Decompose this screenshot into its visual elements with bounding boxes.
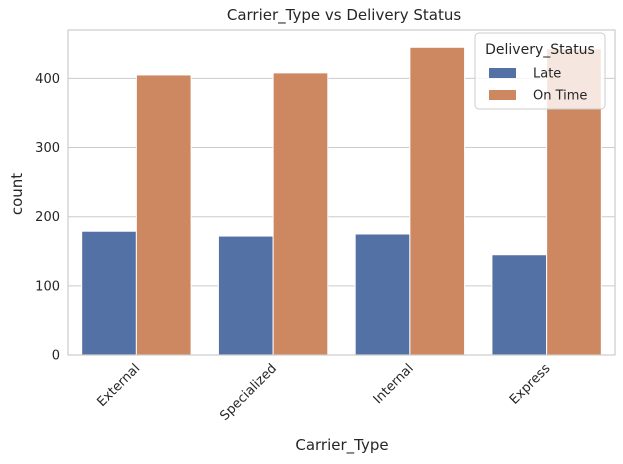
bars [81, 46, 602, 356]
y-axis-label: count [8, 173, 26, 215]
bar-late [491, 254, 548, 356]
bar-late [217, 235, 274, 356]
legend: Delivery_Status Late On Time [474, 32, 606, 110]
bar-on-time [409, 46, 466, 356]
y-tick-label: 200 [35, 210, 60, 225]
y-tick-label: 0 [52, 349, 60, 364]
bar-on-time [272, 72, 329, 356]
y-tick-label: 400 [35, 72, 60, 87]
x-axis-label: Carrier_Type [295, 436, 388, 455]
bar-late [81, 230, 137, 356]
x-tick-label: Internal [371, 361, 417, 407]
legend-label: On Time [533, 89, 587, 104]
legend-swatch [489, 68, 516, 78]
x-tick-label: External [94, 361, 143, 410]
y-tick-labels: 0 100 200 300 400 [35, 72, 60, 364]
legend-swatch [489, 90, 516, 100]
y-tick-label: 300 [35, 141, 60, 156]
x-tick-label: Express [507, 361, 554, 408]
y-tick-label: 100 [35, 279, 60, 294]
bar-on-time [135, 74, 192, 356]
legend-title: Delivery_Status [485, 42, 595, 58]
chart-title: Carrier_Type vs Delivery Status [227, 6, 461, 25]
plot-frame [67, 29, 616, 356]
bar-late [354, 233, 411, 356]
x-tick-labels: External Specialized Internal Express [94, 361, 553, 424]
x-tick-label: Specialized [217, 361, 280, 424]
legend-label: Late [533, 67, 561, 82]
